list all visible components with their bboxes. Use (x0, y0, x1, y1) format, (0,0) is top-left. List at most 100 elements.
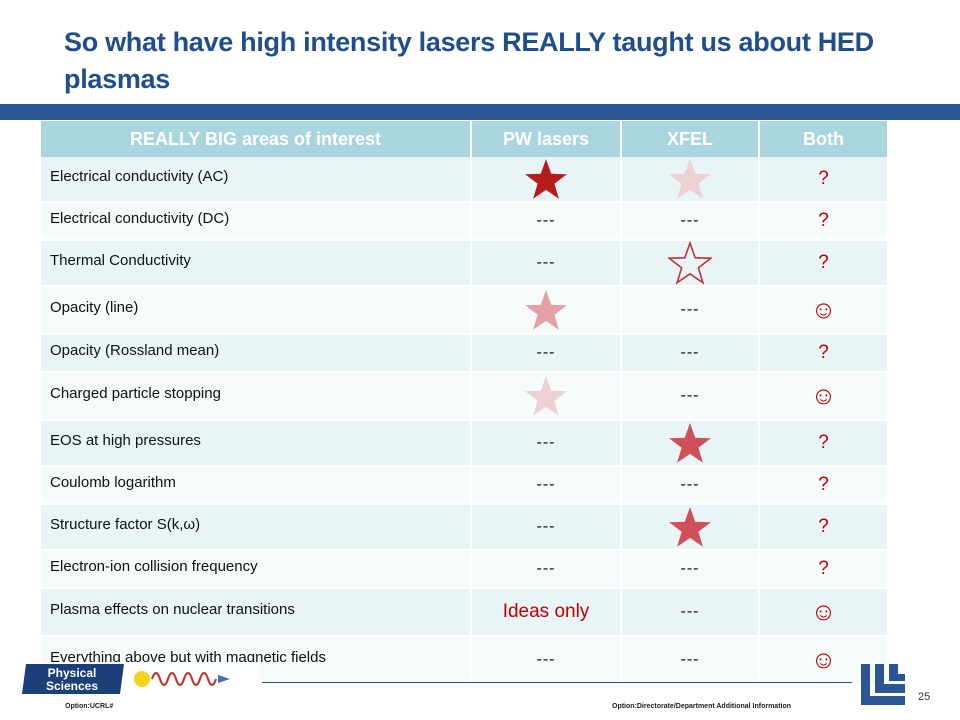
row-topic: Electrical conductivity (AC) (41, 157, 472, 203)
cell-xfel: --- (621, 636, 760, 685)
cell-pw-lasers: --- (471, 636, 622, 685)
question-mark: ? (818, 342, 829, 363)
row-topic: Plasma effects on nuclear transitions (41, 588, 472, 637)
question-mark: ? (818, 474, 829, 495)
cell-pw-lasers (471, 157, 622, 203)
row-topic: Thermal Conductivity (41, 240, 472, 287)
row-topic: Coulomb logarithm (41, 466, 472, 505)
header-pw-lasers: PW lasers (471, 121, 622, 157)
star-icon (525, 376, 567, 416)
interest-table: REALLY BIG areas of interest PW lasers X… (41, 121, 889, 685)
cell-both: ? (759, 202, 889, 241)
table-row: Electrical conductivity (AC)? (41, 157, 889, 203)
footer-divider (262, 682, 852, 683)
cell-xfel: --- (621, 588, 760, 637)
table-row: Thermal Conductivity ---? (41, 240, 889, 287)
table-row: Electron-ion collision frequency --- ---? (41, 550, 889, 589)
smiley-icon: ☺ (810, 381, 837, 410)
star-icon (669, 507, 711, 547)
smiley-icon: ☺ (810, 645, 837, 674)
cell-pw-lasers: Ideas only (471, 588, 622, 637)
row-topic: Structure factor S(k,ω) (41, 504, 472, 551)
cell-pw-lasers: --- (471, 550, 622, 589)
dash-mark: --- (680, 212, 700, 229)
star-icon (525, 290, 567, 330)
smiley-icon: ☺ (810, 295, 837, 324)
cell-both: ? (759, 240, 889, 287)
star-icon (525, 159, 567, 199)
dash-mark: --- (536, 212, 556, 229)
smiley-icon: ☺ (810, 597, 837, 626)
dash-mark: --- (536, 344, 556, 361)
cell-pw-lasers (471, 286, 622, 335)
table-row: Charged particle stopping --- ☺ (41, 372, 889, 421)
question-mark: ? (818, 210, 829, 231)
header-xfel: XFEL (621, 121, 760, 157)
header-both: Both (759, 121, 889, 157)
star-icon (669, 159, 711, 199)
cell-pw-lasers (471, 372, 622, 421)
cell-xfel: --- (621, 334, 760, 373)
dash-mark: --- (536, 434, 556, 451)
dash-mark: --- (536, 560, 556, 577)
table-row: EOS at high pressures ---? (41, 420, 889, 467)
row-topic: Opacity (Rossland mean) (41, 334, 472, 373)
cell-xfel: --- (621, 372, 760, 421)
cell-pw-lasers: --- (471, 504, 622, 551)
dash-mark: --- (680, 560, 700, 577)
cell-both: ? (759, 550, 889, 589)
dash-mark: --- (680, 651, 700, 668)
star-icon (669, 423, 711, 463)
question-mark: ? (818, 558, 829, 579)
cell-both: ? (759, 504, 889, 551)
cell-xfel (621, 420, 760, 467)
dash-mark: --- (536, 254, 556, 271)
cell-pw-lasers: --- (471, 334, 622, 373)
cell-both: ? (759, 466, 889, 505)
logo-text-line2: Sciences (46, 679, 98, 693)
footer-ucrl-label: Option:UCRL# (65, 703, 114, 710)
physical-sciences-logo: Physical Sciences (20, 662, 260, 696)
cell-xfel: --- (621, 550, 760, 589)
question-mark: ? (818, 168, 829, 189)
cell-both: ? (759, 334, 889, 373)
dash-mark: --- (680, 387, 700, 404)
cell-both: ☺ (759, 636, 889, 685)
dash-mark: --- (536, 476, 556, 493)
footer-directorate-label: Option:Directorate/Department Additional… (612, 703, 792, 710)
table-body: Electrical conductivity (AC)? Electrical … (41, 157, 889, 685)
ideas-only-label: Ideas only (502, 601, 590, 622)
cell-both: ☺ (759, 372, 889, 421)
cell-xfel: --- (621, 202, 760, 241)
table-row: Structure factor S(k,ω) ---? (41, 504, 889, 551)
cell-both: ? (759, 157, 889, 203)
star-icon (668, 241, 712, 285)
row-topic: Electrical conductivity (DC) (41, 202, 472, 241)
question-mark: ? (818, 252, 829, 273)
row-topic: Electron-ion collision frequency (41, 550, 472, 589)
cell-xfel: --- (621, 286, 760, 335)
table-header-row: REALLY BIG areas of interest PW lasers X… (41, 121, 889, 157)
row-topic: Charged particle stopping (41, 372, 472, 421)
row-topic: Opacity (line) (41, 286, 472, 335)
table-row: Plasma effects on nuclear transitions Ide… (41, 588, 889, 637)
cell-both: ☺ (759, 286, 889, 335)
title-divider-bar (0, 104, 960, 120)
table-row: Electrical conductivity (DC) --- ---? (41, 202, 889, 241)
cell-pw-lasers: --- (471, 240, 622, 287)
question-mark: ? (818, 432, 829, 453)
cell-xfel (621, 157, 760, 203)
slide-title: So what have high intensity lasers REALL… (64, 27, 874, 94)
llnl-logo (861, 664, 905, 705)
cell-both: ? (759, 420, 889, 467)
cell-pw-lasers: --- (471, 202, 622, 241)
dash-mark: --- (536, 518, 556, 535)
row-topic: EOS at high pressures (41, 420, 472, 467)
table-row: Opacity (line) --- ☺ (41, 286, 889, 335)
dash-mark: --- (680, 603, 700, 620)
cell-xfel: --- (621, 466, 760, 505)
header-areas: REALLY BIG areas of interest (41, 121, 472, 157)
dash-mark: --- (680, 476, 700, 493)
cell-xfel (621, 240, 760, 287)
dash-mark: --- (680, 301, 700, 318)
